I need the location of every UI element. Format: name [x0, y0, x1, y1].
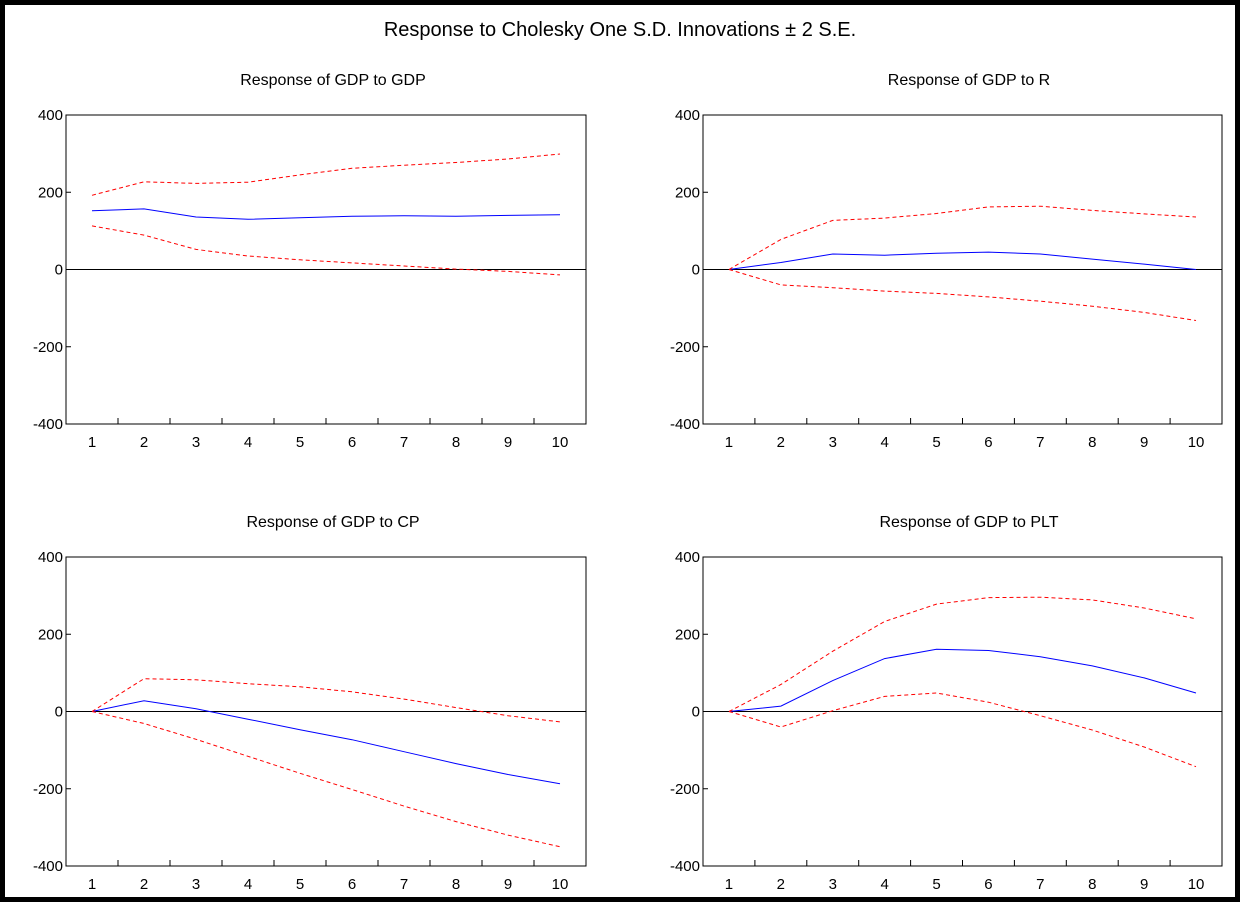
- y-tick-label: -400: [33, 858, 63, 875]
- x-tick-label: 6: [348, 876, 356, 893]
- x-tick-label: 9: [504, 876, 512, 893]
- x-tick-label: 8: [452, 434, 460, 451]
- y-tick-label: -200: [670, 339, 700, 356]
- x-tick-label: 10: [1188, 876, 1205, 893]
- x-tick-label: 8: [1088, 876, 1096, 893]
- response-line: [91, 700, 561, 785]
- x-tick-label: 4: [880, 434, 888, 451]
- response-line: [91, 208, 561, 220]
- y-tick-label: 200: [675, 626, 700, 643]
- y-tick-label: -400: [670, 416, 700, 433]
- x-tick-label: 7: [1036, 876, 1044, 893]
- y-tick-label: 0: [55, 262, 63, 279]
- x-tick-label: 5: [932, 876, 940, 893]
- response-line: [728, 648, 1197, 712]
- x-tick-label: 1: [725, 434, 733, 451]
- figure-title: Response to Cholesky One S.D. Innovation…: [383, 19, 857, 41]
- lower-band-line: [91, 711, 561, 848]
- x-tick-label: 9: [1140, 434, 1148, 451]
- x-tick-label: 8: [1088, 434, 1096, 451]
- y-tick-label: 400: [675, 107, 700, 124]
- x-tick-label: 10: [552, 434, 569, 451]
- y-tick-label: 0: [692, 262, 700, 279]
- irf-panel: 400 200 0 -200 -400 1 2 3 4 5 6 7 8 9 10: [670, 549, 1223, 893]
- x-tick-label: 10: [552, 876, 569, 893]
- response-line: [728, 251, 1197, 270]
- y-tick-label: -200: [33, 339, 63, 356]
- y-tick-label: 0: [692, 704, 700, 721]
- x-tick-label: 2: [777, 876, 785, 893]
- y-tick-label: 200: [675, 184, 700, 201]
- panel-title-gdp-r: Response of GDP to R: [887, 72, 1051, 89]
- x-tick-label: 5: [296, 876, 304, 893]
- y-tick-label: 400: [38, 549, 63, 566]
- y-tick-label: 200: [38, 184, 63, 201]
- x-tick-label: 2: [140, 434, 148, 451]
- x-tick-label: 5: [296, 434, 304, 451]
- x-tick-label: 1: [88, 434, 96, 451]
- irf-panel: 400 200 0 -200 -400 1 2 3 4 5 6 7 8 9 10: [33, 549, 587, 893]
- x-tick-label: 3: [829, 434, 837, 451]
- x-tick-label: 9: [504, 434, 512, 451]
- x-tick-label: 4: [880, 876, 888, 893]
- upper-band-line: [728, 596, 1197, 712]
- upper-band-line: [91, 153, 561, 196]
- y-tick-label: 400: [675, 549, 700, 566]
- y-tick-label: 400: [38, 107, 63, 124]
- y-tick-label: -200: [33, 781, 63, 798]
- y-tick-label: 200: [38, 626, 63, 643]
- x-tick-label: 1: [88, 876, 96, 893]
- x-tick-label: 3: [829, 876, 837, 893]
- lower-band-line: [728, 269, 1197, 321]
- x-tick-label: 10: [1188, 434, 1205, 451]
- y-tick-label: -200: [670, 781, 700, 798]
- y-tick-label: -400: [670, 858, 700, 875]
- lower-band-line: [91, 225, 561, 276]
- x-tick-label: 8: [452, 876, 460, 893]
- panel-title-gdp-plt: Response of GDP to PLT: [879, 514, 1059, 531]
- x-tick-label: 3: [192, 434, 200, 451]
- x-tick-label: 2: [777, 434, 785, 451]
- x-tick-label: 6: [348, 434, 356, 451]
- x-tick-label: 4: [244, 876, 252, 893]
- x-tick-label: 7: [1036, 434, 1044, 451]
- y-tick-label: -400: [33, 416, 63, 433]
- irf-panel: 400 200 0 -200 -400 1 2 3 4 5 6 7 8 9 10: [33, 107, 587, 451]
- x-tick-label: 6: [984, 876, 992, 893]
- x-tick-label: 1: [725, 876, 733, 893]
- x-tick-label: 3: [192, 876, 200, 893]
- x-tick-label: 6: [984, 434, 992, 451]
- irf-panel: 400 200 0 -200 -400 1 2 3 4 5 6 7 8 9 10: [670, 107, 1223, 451]
- x-tick-label: 2: [140, 876, 148, 893]
- x-tick-label: 7: [400, 876, 408, 893]
- lower-band-line: [728, 692, 1197, 768]
- x-tick-label: 7: [400, 434, 408, 451]
- panel-title-gdp-cp: Response of GDP to CP: [246, 514, 420, 531]
- panel-title-gdp-gdp: Response of GDP to GDP: [240, 72, 426, 89]
- upper-band-line: [728, 205, 1197, 270]
- upper-band-line: [91, 678, 561, 723]
- x-tick-label: 9: [1140, 876, 1148, 893]
- x-tick-label: 4: [244, 434, 252, 451]
- x-tick-label: 5: [932, 434, 940, 451]
- y-tick-label: 0: [55, 704, 63, 721]
